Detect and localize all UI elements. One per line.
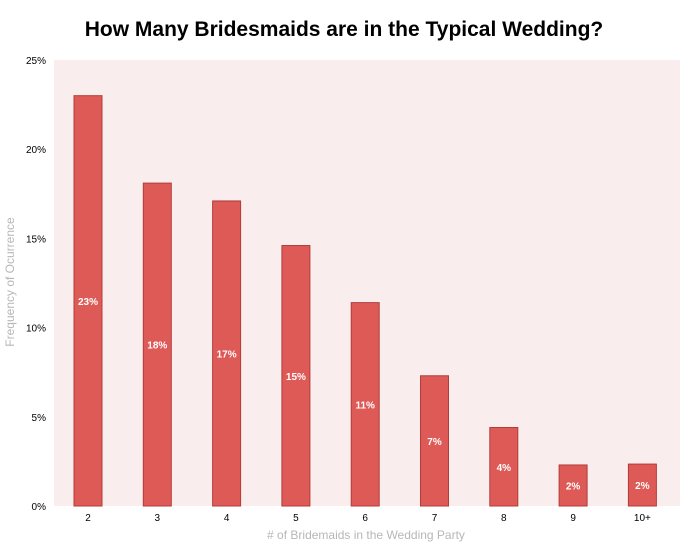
x-tick-label: 3 bbox=[155, 513, 161, 524]
bar-data-label: 15% bbox=[286, 372, 306, 383]
x-tick-label: 5 bbox=[293, 513, 299, 524]
x-tick-label: 7 bbox=[432, 513, 438, 524]
x-tick-label: 6 bbox=[362, 513, 368, 524]
y-tick-label: 20% bbox=[26, 145, 46, 156]
y-axis-title: Frequency of Ocurrence bbox=[3, 217, 17, 347]
x-axis-title: # of Bridemaids in the Wedding Party bbox=[267, 528, 465, 542]
x-tick-label: 2 bbox=[85, 513, 91, 524]
bar bbox=[489, 427, 519, 507]
bar-data-label: 2% bbox=[635, 481, 650, 492]
bar bbox=[73, 95, 103, 507]
x-axis-ticks: 2 3 4 5 6 7 8 9 10+ bbox=[85, 513, 651, 524]
bar-data-label: 4% bbox=[497, 463, 512, 474]
chart-title: How Many Bridesmaids are in the Typical … bbox=[84, 18, 604, 41]
y-tick-label: 10% bbox=[26, 324, 46, 335]
bar bbox=[558, 464, 588, 507]
x-tick-label: 10+ bbox=[634, 513, 651, 524]
y-tick-label: 25% bbox=[26, 56, 46, 67]
bar bbox=[627, 463, 657, 507]
y-tick-label: 0% bbox=[32, 502, 47, 513]
bar bbox=[420, 375, 449, 507]
bars: 23% 18% 17% 15% 11% 7% 4% 2% 2% bbox=[73, 95, 657, 507]
y-tick-label: 5% bbox=[32, 413, 47, 424]
bar-data-label: 11% bbox=[355, 400, 375, 411]
bar-data-label: 18% bbox=[147, 341, 167, 352]
y-tick-label: 15% bbox=[26, 234, 46, 245]
x-tick-label: 4 bbox=[224, 513, 230, 524]
bar-data-label: 2% bbox=[566, 481, 581, 492]
bar bbox=[212, 200, 242, 507]
y-axis-ticks: 0% 5% 10% 15% 20% 25% bbox=[26, 56, 46, 513]
bar-data-label: 17% bbox=[217, 349, 237, 360]
bar-data-label: 7% bbox=[427, 437, 442, 448]
bar bbox=[350, 302, 380, 507]
x-tick-label: 8 bbox=[501, 513, 507, 524]
x-tick-label: 9 bbox=[570, 513, 576, 524]
bar bbox=[281, 245, 311, 507]
bar bbox=[142, 182, 172, 507]
bar-data-label: 23% bbox=[78, 297, 98, 308]
